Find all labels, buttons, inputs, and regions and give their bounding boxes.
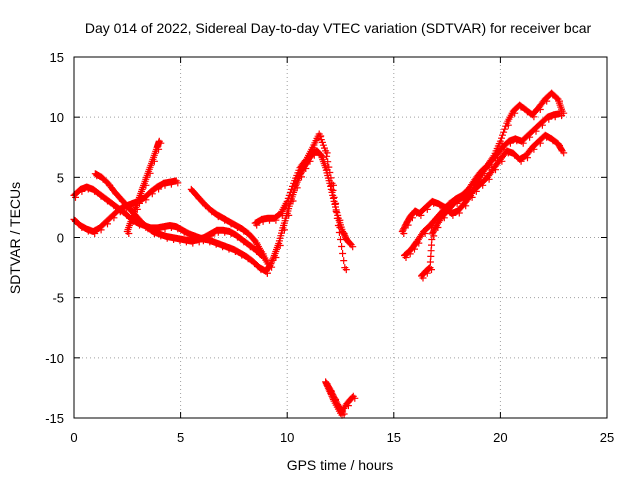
y-tick-label: 5 [57,170,64,185]
x-tick-label: 0 [70,430,77,445]
data-point-markers [322,378,359,419]
chart-title: Day 014 of 2022, Sidereal Day-to-day VTE… [85,20,592,36]
y-tick-label: 10 [50,110,64,125]
data-point-markers [187,185,273,270]
y-axis-title: SDTVAR / TECUs [7,182,23,294]
y-tick-label: -5 [52,291,64,306]
x-tick-label: 25 [600,430,614,445]
series-track-d [123,137,165,237]
x-tick-label: 15 [387,430,401,445]
y-tick-label: -10 [45,351,64,366]
y-tick-label: 0 [57,231,64,246]
tick-labels: 0 5 10 15 20 25 -15 -10 -5 0 5 10 15 [45,50,614,445]
data-point-markers [418,131,568,282]
x-tick-label: 10 [280,430,294,445]
data-point-markers [91,170,267,261]
ticks-layer [73,56,608,419]
series-track-h [322,378,359,419]
series-track-e [187,185,273,270]
x-tick-label: 20 [493,430,507,445]
x-axis-title: GPS time / hours [287,457,394,473]
series-track-c [91,170,267,261]
series-track-k [418,131,568,282]
y-tick-label: -15 [45,411,64,426]
x-tick-label: 5 [177,430,184,445]
series-track-f [262,147,357,277]
points-layer [70,89,568,419]
series-track-g [251,130,350,274]
data-point-markers [123,137,165,237]
data-point-markers [251,130,350,274]
data-point-markers [262,147,357,277]
y-tick-label: 15 [50,50,64,65]
